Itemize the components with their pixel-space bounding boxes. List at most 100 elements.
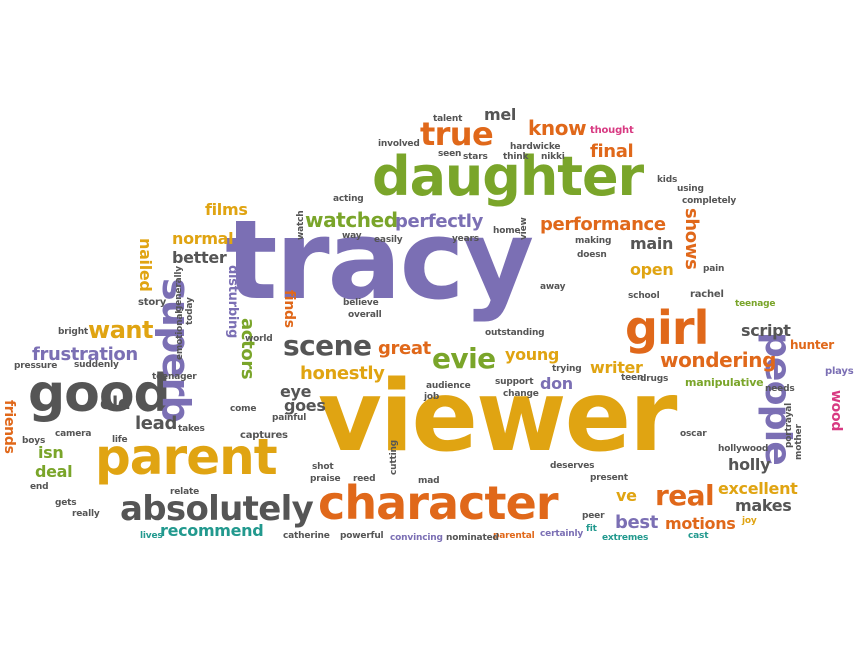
word-thought: thought (590, 125, 634, 136)
word-view: view (519, 217, 529, 240)
word-writer: writer (590, 358, 643, 377)
word-nailed: nailed (136, 238, 155, 292)
word-evie: evie (432, 342, 496, 375)
word-parental: parental (493, 531, 535, 541)
word-painful: painful (272, 413, 307, 423)
word-young: young (505, 345, 560, 364)
word-nominated: nominated (446, 533, 499, 543)
word-actors: actors (237, 318, 258, 380)
word-convincing: convincing (390, 533, 443, 543)
word-believe: believe (343, 298, 379, 308)
word-kids: kids (657, 175, 678, 185)
word-world: world (245, 334, 273, 344)
word-don: don (540, 374, 573, 393)
word-excellent: excellent (718, 479, 798, 498)
word-gets: gets (55, 498, 77, 508)
word-praise: praise (310, 474, 341, 484)
word-plays: plays (825, 366, 854, 377)
word-today: today (185, 297, 195, 325)
word-certainly: certainly (540, 529, 584, 539)
word-support: support (495, 377, 534, 387)
word-want: want (88, 316, 154, 344)
word-years: years (452, 234, 479, 244)
word-deal: deal (35, 462, 73, 481)
word-wood: wood (828, 390, 844, 432)
word-completely: completely (682, 196, 737, 206)
word-mad: mad (418, 476, 440, 486)
word-cast: cast (688, 531, 709, 541)
word-reed: reed (353, 474, 376, 484)
word-away: away (540, 282, 566, 292)
word-extremes: extremes (602, 533, 649, 543)
word-generally: generally (174, 266, 184, 312)
word-making: making (575, 236, 612, 246)
word-pain: pain (703, 264, 725, 274)
word-think: think (503, 152, 529, 162)
word-know: know (528, 116, 587, 140)
word-friends: friends (1, 400, 17, 454)
word-portrayal: portrayal (784, 402, 794, 448)
word-involved: involved (378, 139, 420, 149)
word-come: come (230, 404, 257, 414)
word-honestly: honestly (300, 363, 385, 384)
word-powerful: powerful (340, 531, 384, 541)
word-daughter: daughter (372, 145, 644, 208)
word-shot: shot (312, 462, 334, 472)
word-holly: holly (728, 455, 771, 474)
word-absolutely: absolutely (120, 489, 314, 529)
word-using: using (677, 184, 704, 194)
word-outstanding: outstanding (485, 328, 545, 338)
word-final: final (590, 141, 634, 162)
word-disturbing: disturbing (225, 265, 240, 339)
word-mother: mother (794, 424, 804, 460)
word-change: change (503, 389, 539, 399)
word-ve: ve (616, 486, 637, 505)
word-home: home (493, 226, 521, 236)
word-script: script (741, 321, 791, 340)
word-rachel: rachel (690, 289, 724, 300)
word-tracy: tracy (225, 196, 534, 324)
word-school: school (628, 291, 660, 301)
word-teenager: teenager (152, 372, 197, 382)
word-eye: eye (280, 382, 312, 401)
word-performance: performance (540, 214, 666, 235)
word-emotional: emotional (175, 310, 185, 360)
word-goes: goes (284, 396, 326, 415)
word-watched: watched (305, 208, 398, 232)
word-relate: relate (170, 487, 200, 497)
word-films: films (205, 200, 248, 219)
word-nikki: nikki (541, 152, 565, 162)
word-oscar: oscar (680, 429, 707, 439)
word-scene: scene (283, 329, 372, 362)
word-makes: makes (735, 496, 792, 515)
word-manipulative: manipulative (685, 376, 764, 389)
word-easily: easily (374, 235, 403, 245)
word-old: old (100, 393, 131, 414)
word-good: good (28, 364, 171, 424)
word-better: better (172, 248, 227, 267)
word-pressure: pressure (14, 361, 58, 371)
word-isn: isn (38, 443, 64, 462)
word-great: great (378, 338, 431, 359)
word-stars: stars (463, 152, 488, 162)
word-catherine: catherine (283, 531, 330, 541)
word-girl: girl (625, 301, 709, 355)
word-joy: joy (742, 516, 757, 526)
word-normal: normal (172, 229, 234, 248)
word-peer: peer (582, 511, 605, 521)
word-overall: overall (348, 310, 382, 320)
word-motions: motions (665, 514, 736, 533)
word-mel: mel (484, 105, 517, 124)
word-lives: lives (140, 531, 163, 541)
word-drugs: drugs (640, 374, 669, 384)
word-job: job (424, 392, 440, 402)
word-life: life (112, 435, 128, 445)
word-deserves: deserves (550, 461, 595, 471)
word-seen: seen (438, 149, 462, 159)
word-acting: acting (333, 194, 364, 204)
word-talent: talent (433, 114, 463, 124)
word-boys: boys (22, 436, 46, 446)
word-way: way (342, 231, 362, 241)
word-viewer: viewer (318, 360, 677, 474)
